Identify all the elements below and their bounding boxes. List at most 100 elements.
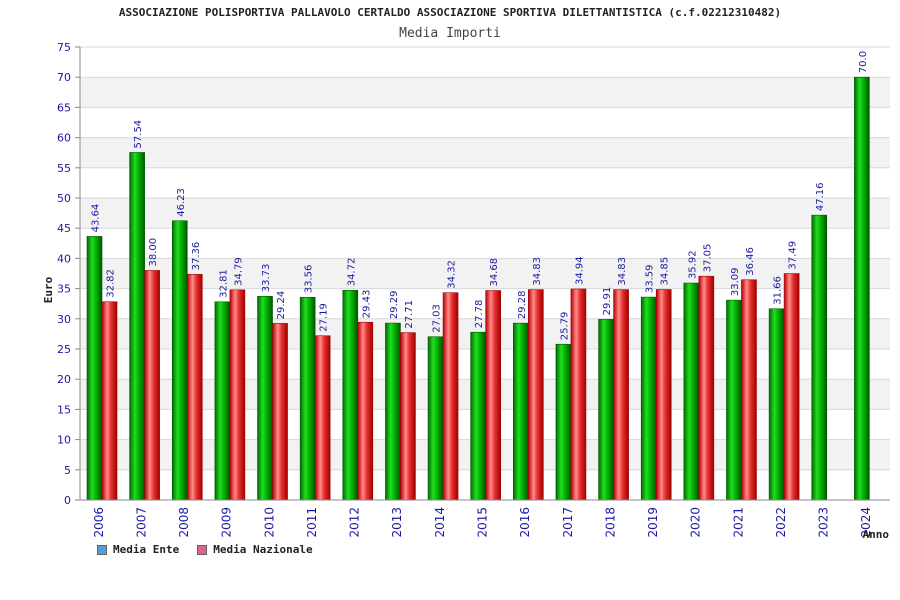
- legend-item-ente: Media Ente: [97, 543, 179, 556]
- legend-swatch-ente: [97, 544, 107, 555]
- legend: Media Ente Media Nazionale: [97, 543, 313, 556]
- bar-ente-2007: [129, 152, 145, 501]
- bar-nazionale-2014: [442, 292, 459, 501]
- data-label-nazionale-2008: 37.36: [191, 242, 202, 271]
- data-label-ente-2013: 29.29: [389, 290, 400, 319]
- chart-subtitle: Media Importi: [399, 26, 501, 41]
- chart-title: ASSOCIAZIONE POLISPORTIVA PALLAVOLO CERT…: [118, 6, 782, 19]
- x-tick-label: 2012: [348, 507, 362, 538]
- y-tick-label: 5: [64, 464, 71, 477]
- data-label-nazionale-2019: 34.85: [660, 257, 671, 286]
- bar-ente-2010: [257, 295, 273, 501]
- bar-nazionale-2012: [357, 321, 374, 501]
- y-tick-label: 35: [57, 283, 71, 296]
- bar-nazionale-2021: [741, 279, 757, 501]
- bar-nazionale-2013: [400, 332, 416, 501]
- data-label-ente-2009: 32.81: [218, 269, 229, 298]
- data-label-nazionale-2014: 34.32: [447, 260, 458, 289]
- y-tick-label: 0: [64, 494, 71, 507]
- data-label-ente-2024: 70.0: [858, 51, 869, 73]
- bar-ente-2008: [171, 220, 188, 501]
- bar-ente-2014: [427, 336, 444, 501]
- legend-item-nazionale: Media Nazionale: [197, 543, 313, 556]
- bar-ente-2022: [768, 308, 785, 501]
- data-label-nazionale-2018: 34.83: [617, 257, 628, 286]
- data-label-ente-2017: 25.79: [559, 312, 570, 341]
- x-tick-label: 2017: [561, 507, 575, 538]
- data-label-nazionale-2007: 38.00: [148, 238, 159, 267]
- bar-ente-2018: [598, 319, 614, 501]
- grid-band: [80, 167, 890, 198]
- y-tick-label: 20: [57, 373, 71, 386]
- data-label-nazionale-2012: 29.43: [361, 290, 372, 319]
- data-label-nazionale-2006: 32.82: [106, 269, 117, 298]
- x-tick-label: 2016: [518, 507, 532, 538]
- bar-nazionale-2017: [570, 288, 587, 501]
- x-tick-label: 2009: [220, 507, 234, 538]
- bar-ente-2019: [640, 296, 657, 501]
- bar-nazionale-2008: [186, 274, 203, 501]
- data-label-nazionale-2017: 34.94: [574, 256, 585, 285]
- data-label-ente-2008: 46.23: [176, 188, 187, 217]
- y-tick-label: 55: [57, 162, 71, 175]
- data-label-nazionale-2009: 34.79: [233, 257, 244, 286]
- legend-label-nazionale: Media Nazionale: [213, 543, 313, 556]
- x-tick-label: 2024: [859, 507, 873, 538]
- data-label-nazionale-2013: 27.71: [404, 300, 415, 329]
- y-axis-label: Euro: [42, 276, 55, 303]
- data-label-nazionale-2010: 29.24: [276, 291, 287, 320]
- bar-nazionale-2010: [272, 323, 288, 501]
- x-tick-label: 2006: [92, 507, 106, 538]
- y-tick-label: 60: [57, 132, 71, 145]
- data-label-ente-2015: 27.78: [474, 300, 485, 329]
- data-label-ente-2006: 43.64: [91, 204, 102, 233]
- bar-ente-2017: [555, 343, 572, 501]
- bar-ente-2006: [86, 236, 103, 501]
- bar-ente-2023: [811, 214, 828, 501]
- y-tick-label: 70: [57, 71, 71, 84]
- y-tick-label: 75: [57, 41, 71, 54]
- x-tick-label: 2023: [817, 507, 831, 538]
- x-tick-label: 2020: [689, 507, 703, 538]
- x-tick-label: 2018: [603, 507, 617, 538]
- data-label-nazionale-2011: 27.19: [319, 303, 330, 332]
- data-label-ente-2016: 29.28: [517, 291, 528, 320]
- y-tick-label: 40: [57, 252, 71, 265]
- data-label-ente-2020: 35.92: [687, 250, 698, 279]
- y-tick-label: 10: [57, 434, 71, 447]
- bar-ente-2024: [854, 76, 870, 501]
- data-label-ente-2018: 29.91: [602, 287, 613, 316]
- y-tick-label: 50: [57, 192, 71, 205]
- y-tick-label: 45: [57, 222, 71, 235]
- data-label-nazionale-2022: 37.49: [788, 241, 799, 270]
- data-label-ente-2019: 33.59: [645, 264, 656, 293]
- x-tick-label: 2022: [774, 507, 788, 538]
- bar-ente-2012: [342, 289, 359, 501]
- x-tick-label: 2015: [476, 507, 490, 538]
- bar-nazionale-2018: [613, 289, 629, 501]
- data-label-ente-2022: 31.66: [773, 276, 784, 305]
- bar-nazionale-2007: [144, 270, 160, 501]
- data-label-ente-2023: 47.16: [815, 183, 826, 212]
- bar-nazionale-2011: [314, 335, 331, 501]
- bar-ente-2015: [470, 331, 486, 501]
- grid-band: [80, 47, 890, 78]
- data-label-nazionale-2016: 34.83: [532, 257, 543, 286]
- bar-ente-2011: [299, 296, 316, 501]
- y-tick-label: 15: [57, 403, 71, 416]
- x-tick-label: 2019: [646, 507, 660, 538]
- y-tick-label: 25: [57, 343, 71, 356]
- grid-band: [80, 77, 890, 108]
- x-tick-label: 2011: [305, 507, 319, 538]
- x-tick-label: 2021: [731, 507, 745, 538]
- grid-band: [80, 198, 890, 229]
- grid-band: [80, 137, 890, 168]
- x-tick-label: 2014: [433, 507, 447, 538]
- data-label-ente-2007: 57.54: [133, 120, 144, 149]
- x-tick-label: 2013: [390, 507, 404, 538]
- data-label-ente-2012: 34.72: [346, 258, 357, 287]
- bar-nazionale-2022: [783, 273, 800, 501]
- data-label-ente-2014: 27.03: [432, 304, 443, 333]
- x-axis-label: Anno: [863, 528, 890, 541]
